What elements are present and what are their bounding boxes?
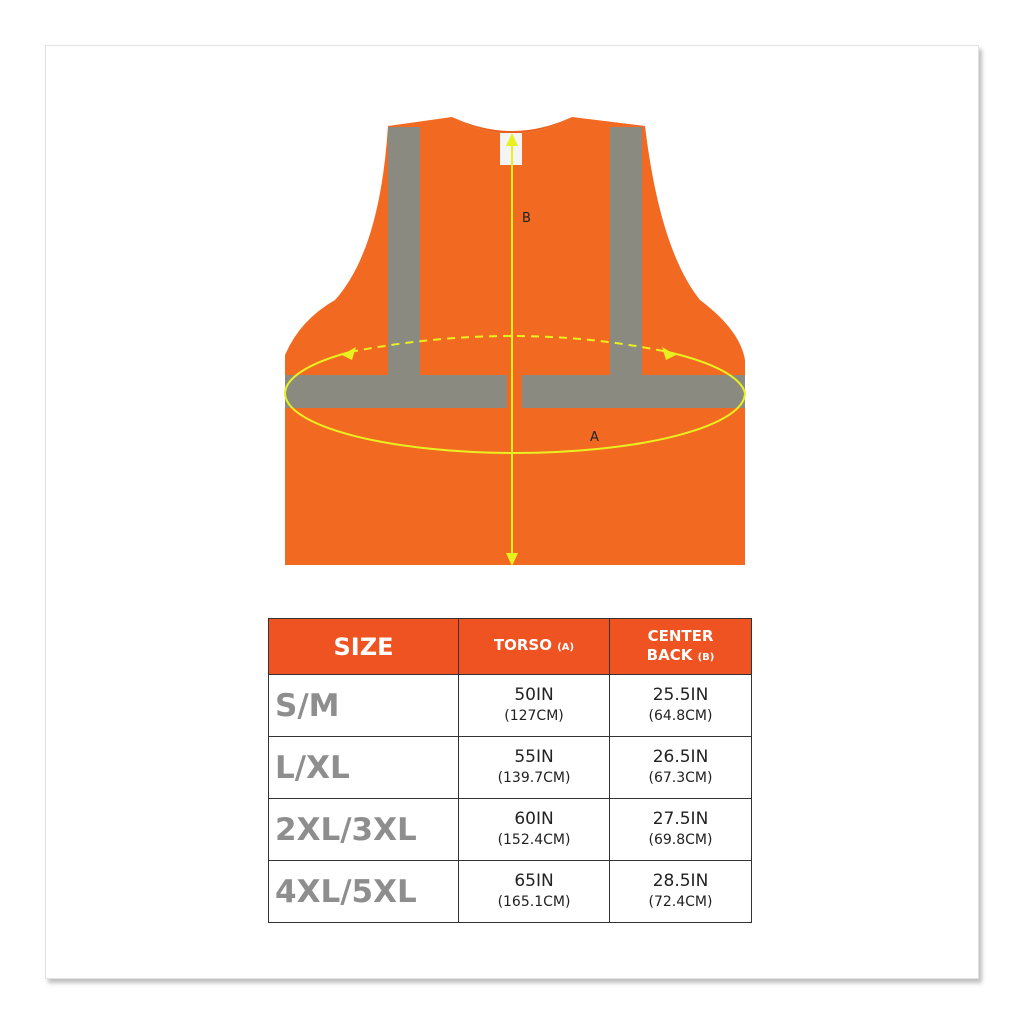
back-cell: 25.5IN (64.8CM) xyxy=(609,674,752,737)
torso-in: 50IN xyxy=(514,685,554,705)
torso-cell: 65IN (165.1CM) xyxy=(458,860,610,923)
torso-measure-back xyxy=(349,335,669,353)
arrow-left-icon xyxy=(342,347,356,360)
left-reflective-band xyxy=(285,375,507,408)
header-center-back: CENTER BACK (B) xyxy=(609,618,752,675)
torso-cm: (127CM) xyxy=(504,708,564,724)
back-cm: (64.8CM) xyxy=(648,708,713,724)
header-row: SIZE TORSO (A) CENTER BACK (B) xyxy=(268,618,752,675)
torso-cm: (152.4CM) xyxy=(497,832,571,848)
back-cm: (69.8CM) xyxy=(648,832,713,848)
left-reflective-strap xyxy=(388,127,420,377)
back-in: 25.5IN xyxy=(652,685,709,705)
back-in: 27.5IN xyxy=(652,809,709,829)
right-reflective-band xyxy=(522,375,745,408)
torso-cell: 55IN (139.7CM) xyxy=(458,736,610,799)
header-torso: TORSO (A) xyxy=(458,618,610,675)
header-size: SIZE xyxy=(268,618,459,675)
torso-in: 65IN xyxy=(514,871,554,891)
arrow-up-icon xyxy=(506,133,518,146)
table-row: L/XL 55IN (139.7CM) 26.5IN (67.3CM) xyxy=(268,736,752,799)
torso-cm: (139.7CM) xyxy=(497,770,571,786)
torso-cell: 50IN (127CM) xyxy=(458,674,610,737)
size-cell: 2XL/3XL xyxy=(268,798,459,861)
torso-in: 60IN xyxy=(514,809,554,829)
label-a: A xyxy=(590,430,599,445)
torso-cell: 60IN (152.4CM) xyxy=(458,798,610,861)
torso-cm: (165.1CM) xyxy=(497,894,571,910)
header-center-back-line1: CENTER xyxy=(647,626,714,645)
size-cell: S/M xyxy=(268,674,459,737)
torso-measure-sides xyxy=(284,351,746,394)
back-in: 28.5IN xyxy=(652,871,709,891)
header-center-back-line2: BACK xyxy=(646,645,693,664)
back-cell: 28.5IN (72.4CM) xyxy=(609,860,752,923)
size-cell: L/XL xyxy=(268,736,459,799)
table-row: 4XL/5XL 65IN (165.1CM) 28.5IN (72.4CM) xyxy=(268,860,752,923)
header-torso-sub: (A) xyxy=(557,642,575,653)
back-cm: (67.3CM) xyxy=(648,770,713,786)
torso-in: 55IN xyxy=(514,747,554,767)
right-reflective-strap xyxy=(610,127,642,377)
back-in: 26.5IN xyxy=(652,747,709,767)
back-cm: (72.4CM) xyxy=(648,894,713,910)
arrow-down-icon xyxy=(506,553,518,566)
table-row: 2XL/3XL 60IN (152.4CM) 27.5IN (69.8CM) xyxy=(268,798,752,861)
torso-measure-lower xyxy=(284,392,746,454)
vest-neck xyxy=(452,117,572,134)
table-row: S/M 50IN (127CM) 25.5IN (64.8CM) xyxy=(268,674,752,737)
vest-body xyxy=(285,117,745,565)
header-center-back-sub: (B) xyxy=(697,651,715,663)
arrow-right-icon xyxy=(662,347,676,360)
back-cell: 26.5IN (67.3CM) xyxy=(609,736,752,799)
header-torso-label: TORSO xyxy=(493,636,552,654)
label-b: B xyxy=(522,211,531,226)
size-cell: 4XL/5XL xyxy=(268,860,459,923)
size-chart: SIZE TORSO (A) CENTER BACK (B) S/M 50IN (1… xyxy=(268,618,752,923)
back-cell: 27.5IN (69.8CM) xyxy=(609,798,752,861)
